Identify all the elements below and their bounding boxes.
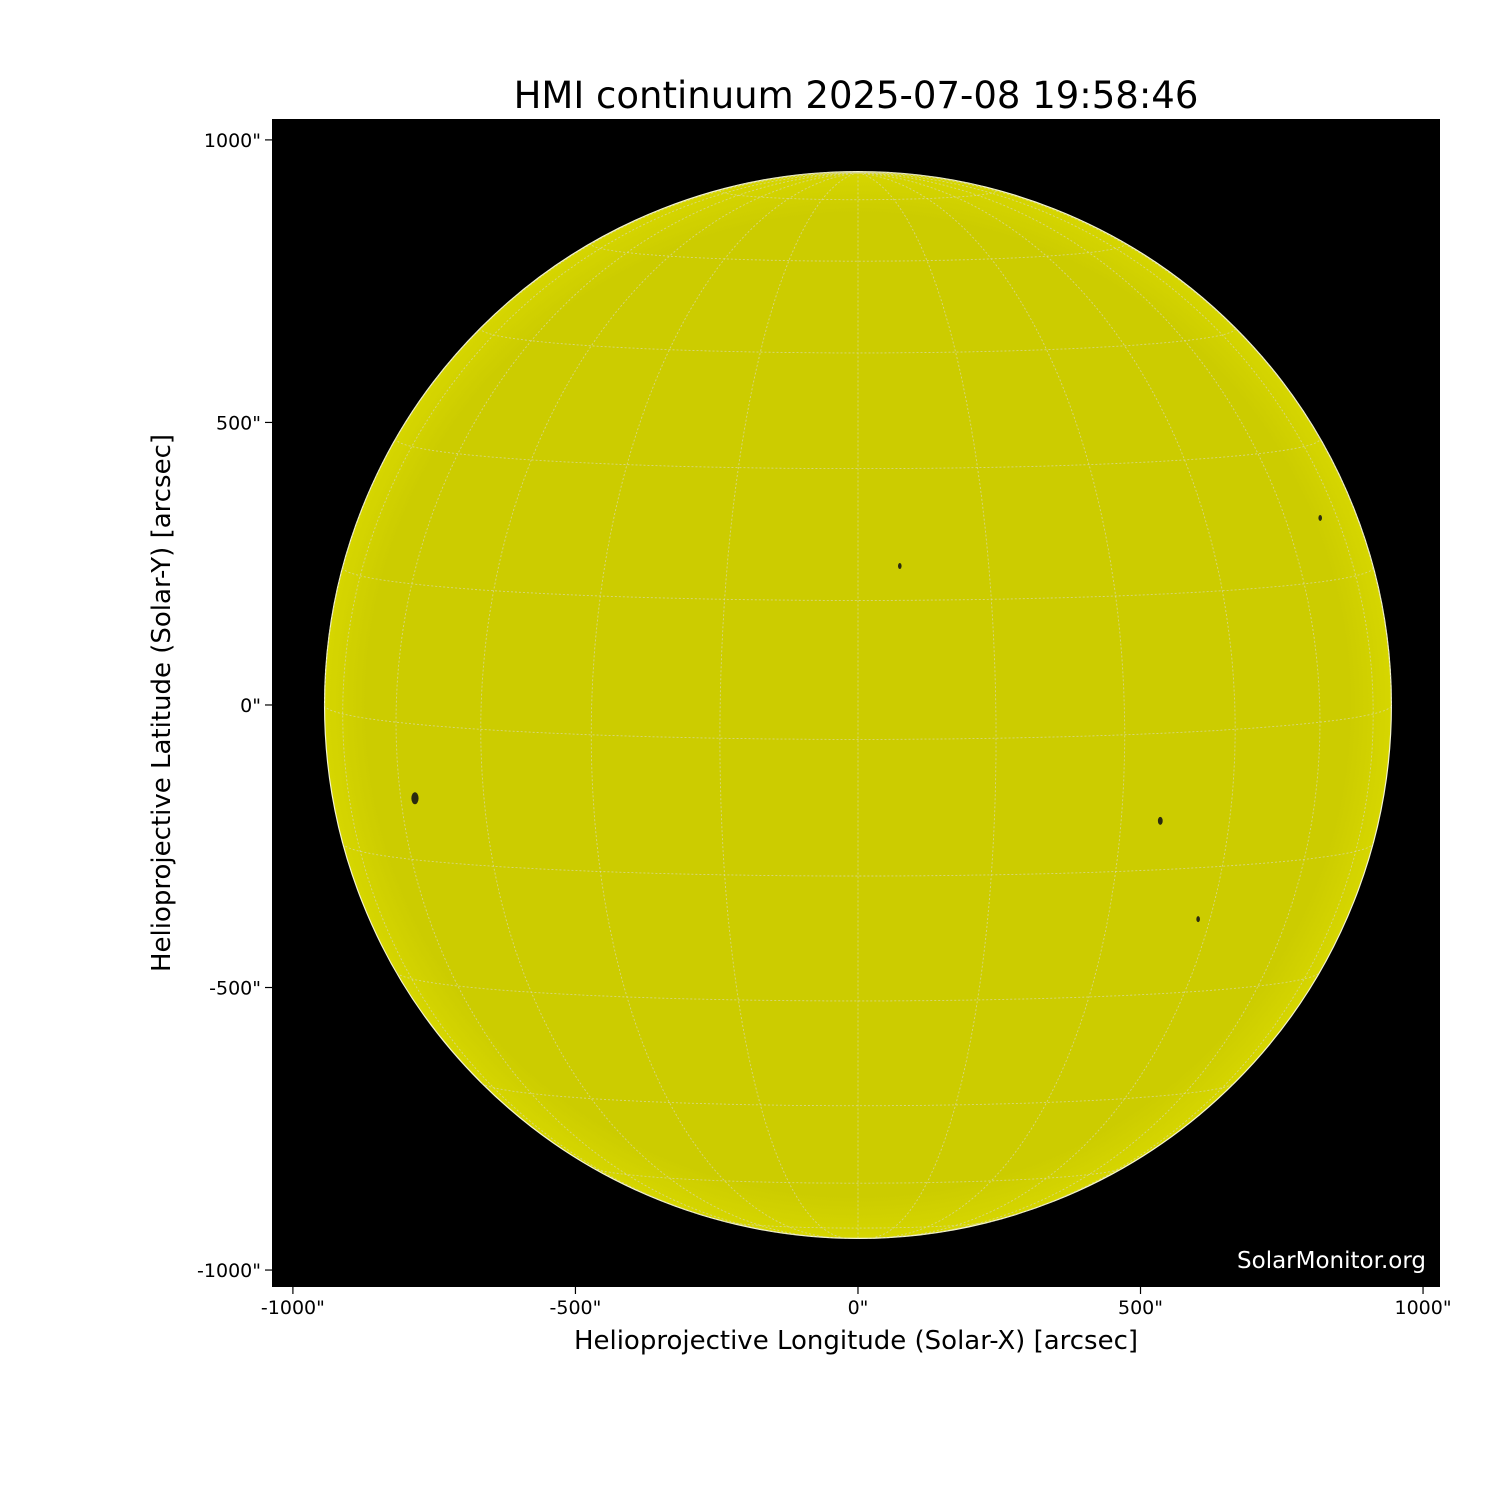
grid-meridian — [839, 171, 859, 174]
x-tick-label: 0" — [848, 1297, 869, 1319]
y-tick-label: 500" — [216, 412, 261, 434]
grid-meridian — [857, 172, 1321, 1235]
x-tick-label: -500" — [550, 1297, 602, 1319]
grid-meridian — [857, 172, 1126, 1239]
x-tick-label: -1000" — [261, 1297, 325, 1319]
grid-parallel — [480, 327, 1236, 354]
grid-meridian — [857, 171, 877, 174]
y-tick-label: 0" — [240, 695, 261, 717]
grid-meridian — [857, 172, 1374, 1222]
grid-meridian — [395, 172, 859, 1235]
grid-meridian — [857, 171, 891, 174]
grid-parallel — [324, 704, 1392, 740]
grid-parallel — [723, 1220, 993, 1229]
grid-parallel — [593, 1167, 1123, 1184]
grid-parallel — [395, 437, 1321, 470]
sunspot — [1318, 514, 1323, 521]
sunspot — [411, 792, 419, 805]
sunspot — [1196, 916, 1200, 923]
grid-meridian — [857, 171, 866, 174]
x-axis-label: Helioprojective Longitude (Solar-X) [arc… — [573, 1326, 1139, 1356]
grid-meridian — [342, 172, 859, 1222]
y-axis-label: Helioprojective Latitude (Solar-Y) [arcs… — [147, 433, 177, 973]
grid-meridian — [590, 172, 859, 1239]
x-tick-label: 500" — [1118, 1297, 1163, 1319]
grid-meridian — [857, 172, 983, 187]
grid-meridian — [858, 172, 1392, 706]
grid-meridian — [857, 172, 997, 1239]
watermark: SolarMonitor.org — [1237, 1248, 1426, 1274]
x-tick-label: 1000" — [1395, 1297, 1452, 1319]
grid-meridian — [480, 172, 859, 1238]
y-tick-label: -1000" — [197, 1260, 261, 1282]
sunspot — [1157, 816, 1163, 825]
y-tick-label: -500" — [209, 978, 261, 1000]
grid-meridian — [857, 172, 1236, 1238]
grid-parallel — [719, 188, 997, 201]
sunspot — [897, 562, 902, 569]
chart-title: HMI continuum 2025-07-08 19:58:46 — [513, 74, 1199, 117]
grid-parallel — [481, 1082, 1235, 1107]
grid-meridian — [719, 172, 859, 1239]
grid-parallel — [342, 567, 1374, 601]
y-tick-label: 1000" — [204, 130, 261, 152]
